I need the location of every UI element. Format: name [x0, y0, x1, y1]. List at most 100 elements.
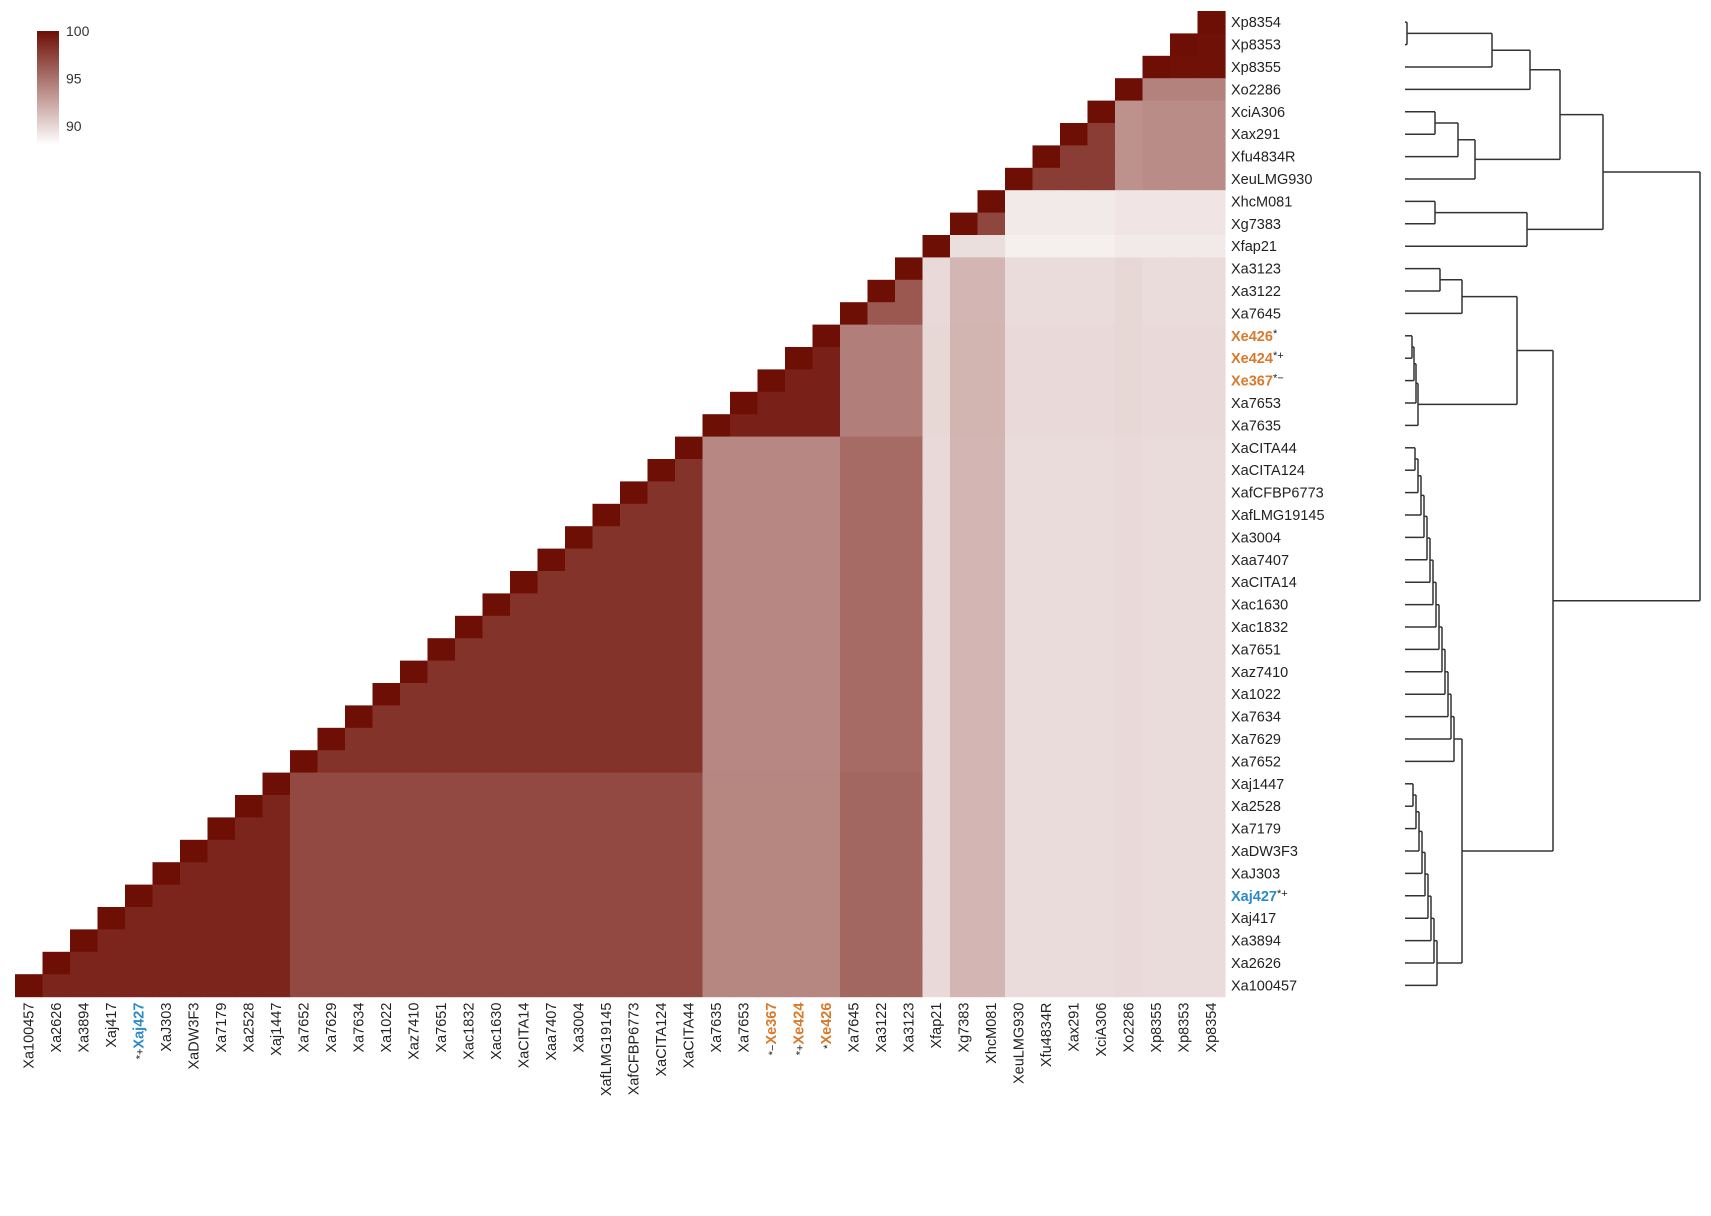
heatmap-cell	[1087, 391, 1116, 415]
column-label: XeuLMG930	[1012, 1003, 1028, 1084]
heatmap-cell	[1115, 839, 1144, 863]
heatmap-cell	[565, 727, 594, 751]
heatmap-cell	[427, 862, 456, 886]
heatmap-cell	[702, 750, 731, 774]
heatmap-cell	[895, 974, 924, 998]
heatmap-cell	[1142, 391, 1171, 415]
heatmap-cell	[482, 660, 511, 684]
legend-tick-label: 95	[66, 71, 82, 87]
heatmap-cell	[1170, 436, 1199, 460]
heatmap-cell	[592, 638, 621, 662]
heatmap-cell	[400, 839, 429, 863]
heatmap-cell	[977, 414, 1006, 438]
heatmap-cell	[1060, 951, 1089, 975]
heatmap-cell	[1170, 481, 1199, 505]
heatmap-cell	[730, 795, 759, 818]
column-label: Xa7651	[434, 1003, 450, 1053]
heatmap-cell	[1170, 459, 1199, 482]
heatmap-cell	[647, 548, 676, 572]
heatmap-cell	[1197, 190, 1226, 214]
heatmap-cell	[400, 683, 429, 706]
heatmap-cell	[1115, 414, 1144, 438]
heatmap-cell	[922, 884, 951, 908]
heatmap-cell	[620, 526, 649, 550]
heatmap-cell	[977, 212, 1006, 236]
heatmap-cell	[1005, 414, 1034, 438]
heatmap-cell	[1005, 817, 1034, 841]
heatmap-cell	[1197, 100, 1226, 124]
heatmap-cell	[895, 638, 924, 662]
heatmap-cell	[1060, 324, 1089, 348]
heatmap-cell	[895, 705, 924, 729]
heatmap-cell	[895, 436, 924, 460]
heatmap-cell	[895, 750, 924, 774]
heatmap-cell	[812, 324, 841, 348]
heatmap-cell	[977, 436, 1006, 460]
heatmap-cell	[180, 862, 209, 886]
heatmap-cell	[840, 369, 869, 393]
heatmap-cell	[977, 638, 1006, 662]
heatmap-cell	[1142, 212, 1171, 236]
heatmap-cell	[1032, 615, 1061, 639]
heatmap-cell	[345, 705, 374, 729]
heatmap-cell	[675, 795, 704, 818]
heatmap-cell	[455, 839, 484, 863]
heatmap-cell	[1142, 951, 1171, 975]
heatmap-cell	[867, 526, 896, 550]
row-label: Xa7653	[1231, 396, 1281, 412]
heatmap-cell	[950, 772, 979, 796]
heatmap-cell	[1032, 212, 1061, 236]
heatmap-cell	[262, 772, 291, 796]
heatmap-cell	[922, 750, 951, 774]
heatmap-cell	[1170, 974, 1199, 998]
heatmap-cell	[840, 503, 869, 527]
heatmap-cell	[1115, 190, 1144, 214]
heatmap-cell	[867, 279, 896, 303]
column-label: Xaz7410	[407, 1003, 423, 1060]
heatmap-cells	[15, 11, 1226, 998]
heatmap-cell	[840, 705, 869, 729]
heatmap-cell	[1115, 929, 1144, 953]
heatmap-cell	[1142, 929, 1171, 953]
heatmap-cell	[1005, 190, 1034, 214]
heatmap-cell	[400, 817, 429, 841]
heatmap-cell	[647, 907, 676, 930]
heatmap-cell	[977, 503, 1006, 527]
heatmap-cell	[950, 503, 979, 527]
heatmap-cell	[922, 436, 951, 460]
heatmap-cell	[1005, 615, 1034, 639]
heatmap-cell	[867, 324, 896, 348]
heatmap-cell	[1087, 705, 1116, 729]
column-label: Xfap21	[929, 1003, 945, 1049]
heatmap-cell	[235, 839, 264, 863]
heatmap-cell	[1115, 302, 1144, 326]
heatmap-cell	[372, 705, 401, 729]
heatmap-cell	[1170, 638, 1199, 662]
heatmap-cell	[1032, 414, 1061, 438]
heatmap-cell	[1197, 839, 1226, 863]
heatmap-cell	[702, 414, 731, 438]
heatmap-cell	[1170, 660, 1199, 684]
heatmap-cell	[812, 929, 841, 953]
heatmap-cell	[840, 548, 869, 572]
heatmap-cell	[1142, 279, 1171, 303]
color-legend: 100 95 90	[37, 23, 90, 145]
heatmap-cell	[840, 414, 869, 438]
heatmap-cell	[537, 839, 566, 863]
heatmap-cell	[950, 907, 979, 930]
heatmap-cell	[950, 414, 979, 438]
row-label: Xfap21	[1231, 239, 1277, 255]
heatmap-cell	[702, 929, 731, 953]
heatmap-cell	[400, 929, 429, 953]
heatmap-cell	[592, 839, 621, 863]
row-label: Xac1832	[1231, 620, 1288, 636]
heatmap-cell	[1005, 369, 1034, 393]
heatmap-cell	[565, 951, 594, 975]
heatmap-cell	[950, 862, 979, 886]
heatmap-cell	[1142, 593, 1171, 617]
heatmap-cell	[15, 974, 44, 998]
heatmap-cell	[647, 817, 676, 841]
heatmap-cell	[1060, 369, 1089, 393]
heatmap-cell	[840, 750, 869, 774]
heatmap-cell	[977, 347, 1006, 370]
